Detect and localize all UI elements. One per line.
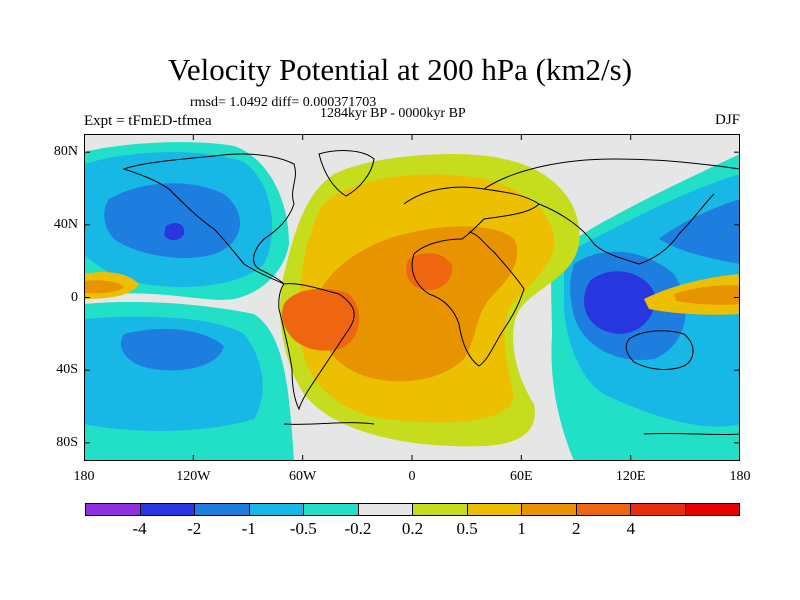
y-tick-label: 80S <box>56 434 78 450</box>
x-tick-label: 180 <box>729 469 751 484</box>
experiment-label: Expt = tFmED-tfmea <box>84 113 212 129</box>
pacific-anomaly-strong <box>104 183 241 371</box>
colorbar <box>85 503 740 516</box>
velocity-potential-map <box>84 134 740 461</box>
western-pacific-anomaly-mid <box>674 285 740 305</box>
map-title: Velocity Potential at 200 hPa (km2/s) <box>167 52 633 87</box>
colorbar-label: -0.5 <box>289 519 317 538</box>
y-tick-label: 80N <box>53 144 78 160</box>
europe-africa-outline <box>403 186 540 367</box>
colorbar-label: -0.2 <box>344 519 372 538</box>
colorbar-label: 4 <box>626 519 636 538</box>
greenland-outline <box>318 150 375 197</box>
axis-ticks <box>84 134 740 461</box>
australia-outline <box>625 330 694 370</box>
colorbar-swatch <box>413 504 468 515</box>
x-tick-label: 120E <box>615 469 646 484</box>
x-tick-label: 120W <box>176 469 211 484</box>
antarctica-outline <box>283 422 740 436</box>
colorbar-swatch <box>576 504 631 515</box>
south-america-outline <box>278 283 355 411</box>
atlantic-anomaly-strong <box>317 226 518 382</box>
colorbar-swatch <box>467 504 522 515</box>
colorbar-swatch <box>304 504 359 515</box>
colorbar-label: 1 <box>517 519 526 538</box>
colorbar-swatch <box>249 504 304 515</box>
colorbar-label: 0.2 <box>401 519 424 538</box>
colorbar-swatch <box>358 504 413 515</box>
stats-line: rmsd= 1.0492 diff= 0.000371703 <box>190 95 377 110</box>
colorbar-label: -2 <box>187 519 202 538</box>
colorbar-swatch <box>522 504 577 515</box>
central-pacific-anomaly-mid <box>84 280 124 294</box>
colorbar-swatch <box>631 504 686 515</box>
season-label: DJF <box>714 112 740 128</box>
atlantic-anomaly-stronger <box>281 253 453 351</box>
x-tick-label: 180 <box>73 469 95 484</box>
x-tick-label: 0 <box>408 469 416 484</box>
colorbar-swatch <box>86 504 141 515</box>
colorbar-label: -1 <box>241 519 256 538</box>
indopacific-anomaly-stronger <box>584 271 655 334</box>
colorbar-label: -4 <box>132 519 147 538</box>
y-tick-label: 40S <box>56 362 78 378</box>
colorbar-swatch <box>685 504 739 515</box>
colorbar-label: 0.5 <box>456 519 478 538</box>
pacific-anomaly-stronger <box>164 223 185 241</box>
x-tick-label: 60W <box>289 469 317 484</box>
colorbar-swatch <box>195 504 250 515</box>
y-tick-label: 0 <box>71 289 78 305</box>
x-tick-label: 60E <box>510 469 533 484</box>
asia-outline <box>483 158 740 265</box>
colorbar-label: 2 <box>572 519 581 538</box>
period-line: 1284kyr BP - 0000kyr BP <box>320 106 466 121</box>
coastlines <box>122 150 740 436</box>
colorbar-swatch <box>140 504 195 515</box>
north-america-outline <box>122 153 296 285</box>
y-tick-label: 40N <box>53 216 78 232</box>
